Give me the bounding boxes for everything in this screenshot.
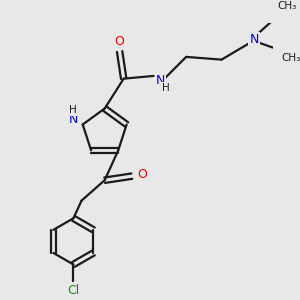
Text: N: N: [250, 33, 259, 46]
Text: CH₃: CH₃: [277, 1, 296, 11]
Text: O: O: [115, 35, 124, 49]
Text: N: N: [156, 74, 165, 86]
Text: H: H: [162, 83, 170, 93]
Text: H: H: [69, 105, 77, 116]
Text: N: N: [68, 113, 78, 126]
Text: O: O: [137, 168, 147, 181]
Text: CH₃: CH₃: [281, 53, 300, 63]
Text: Cl: Cl: [67, 284, 80, 297]
